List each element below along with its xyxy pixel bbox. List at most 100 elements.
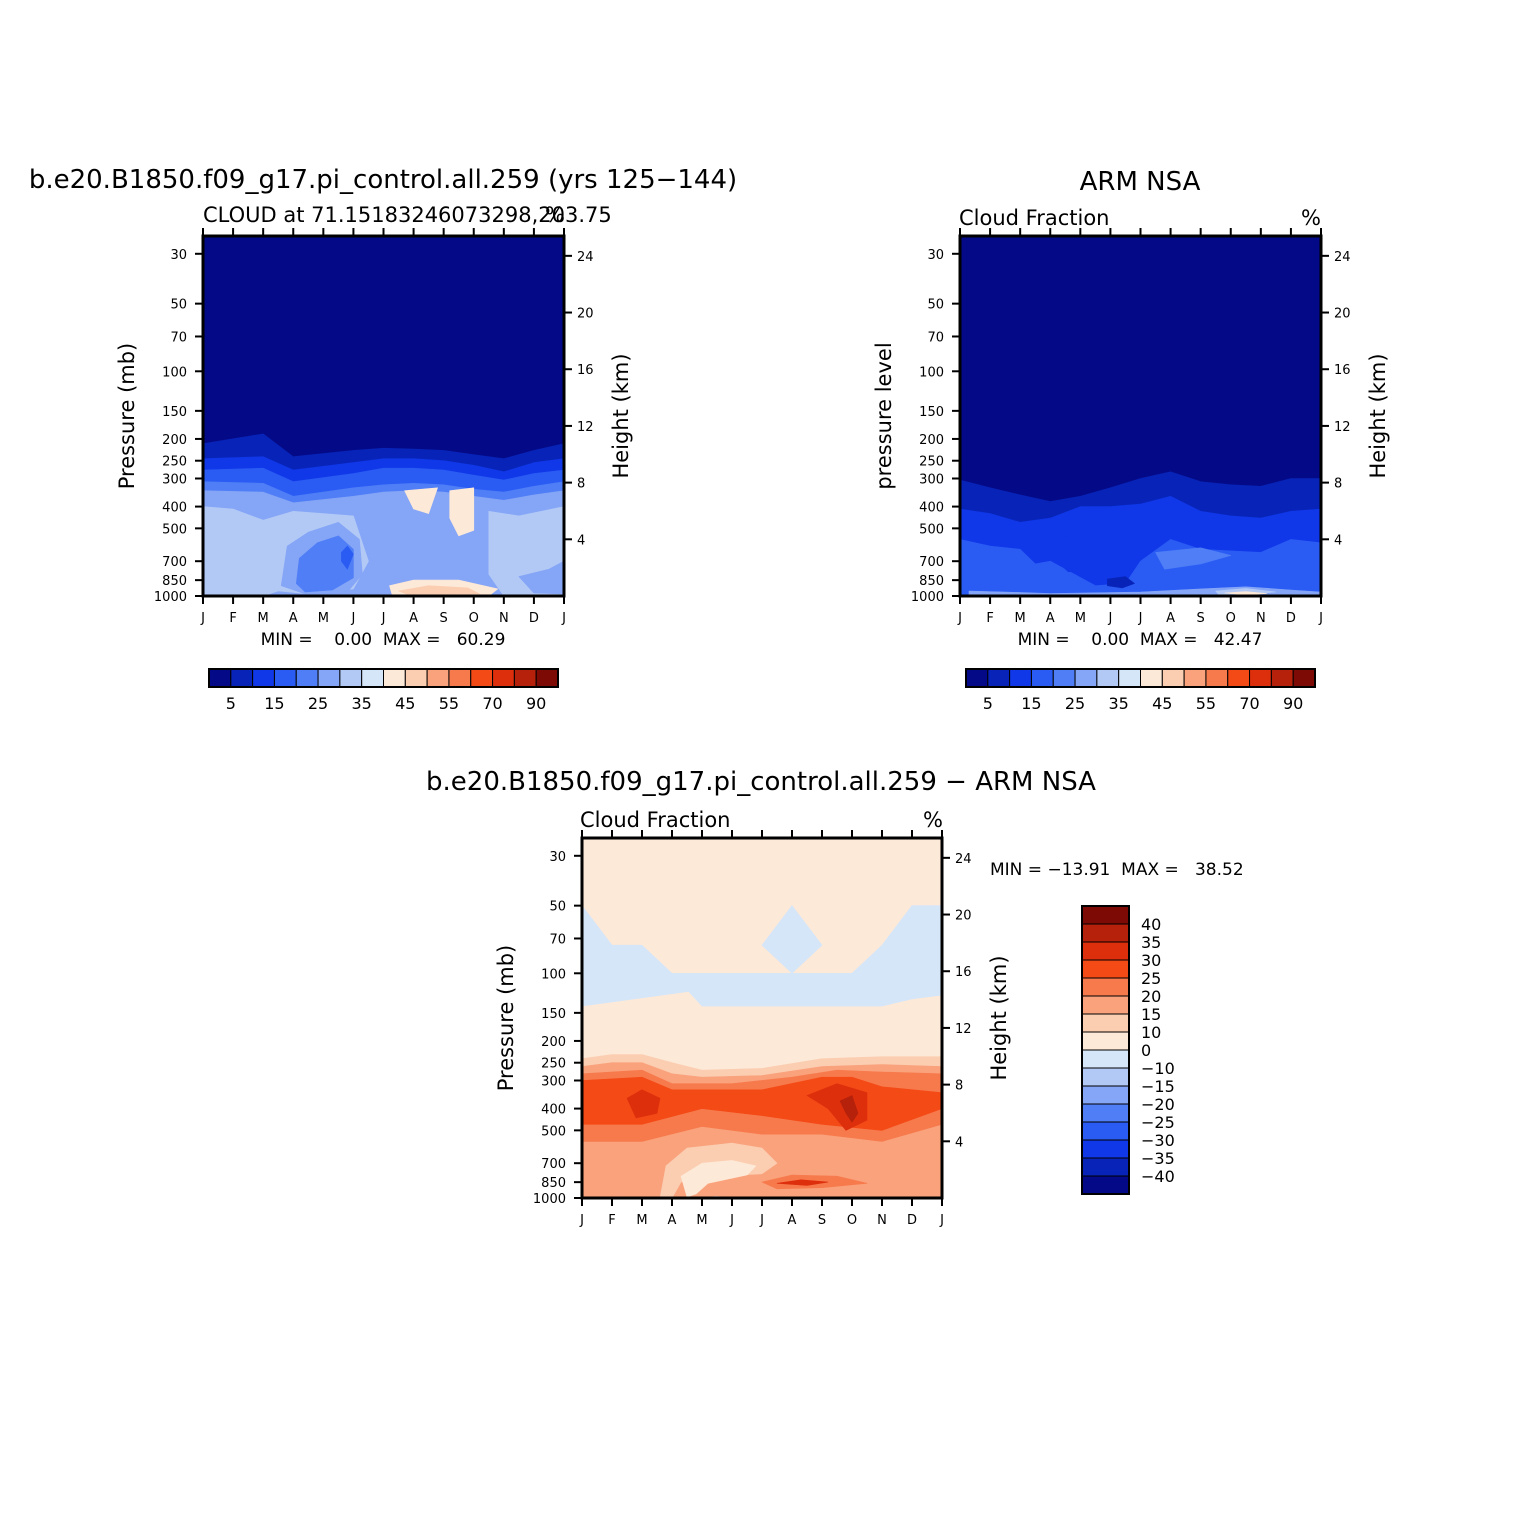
- y-right-tick-label: 20: [955, 909, 972, 924]
- colorbar-swatch: [1081, 1157, 1130, 1177]
- colorbar-label: −10: [1141, 1059, 1175, 1078]
- colorbar-label: 25: [1141, 969, 1161, 988]
- colorbar-swatch: [1081, 959, 1130, 979]
- colorbar-swatch: [252, 668, 275, 688]
- colorbar-swatch: [383, 668, 406, 688]
- panel-diff-stats: MIN = −13.91 MAX = 38.52: [990, 860, 1244, 880]
- panel-diff-ylabel: Pressure (mb): [494, 945, 518, 1092]
- x-tick-label: A: [1046, 611, 1055, 626]
- contour-region: [1053, 531, 1099, 573]
- y-tick-label: 1000: [911, 590, 944, 605]
- panel-model-plot: J F M A M J J A S O N D J 30 50 70 100 150 200 250 300 400 500…: [154, 228, 594, 626]
- y-right-tick-label: 8: [577, 477, 585, 492]
- panel-model-ylabel-right: Height (km): [609, 353, 633, 478]
- colorbar-label: 70: [482, 694, 502, 713]
- colorbar-swatch: [470, 668, 494, 688]
- x-tick-label: J: [561, 611, 566, 626]
- y-right-tick-label: 12: [955, 1022, 972, 1037]
- y-right-tick-label: 16: [577, 363, 594, 378]
- y-tick-label: 100: [919, 365, 944, 380]
- colorbar-swatch: [1249, 668, 1272, 688]
- x-tick-label: A: [1166, 611, 1175, 626]
- contour-region: [295, 535, 354, 593]
- x-tick-label: D: [1286, 611, 1296, 626]
- colorbar-swatch: [492, 668, 515, 688]
- x-tick-label: N: [877, 1213, 887, 1228]
- colorbar-swatch: [1081, 1013, 1130, 1033]
- colorbar-swatch: [361, 668, 384, 688]
- colorbar-label: 15: [1141, 1005, 1161, 1024]
- x-tick-label: J: [759, 1213, 764, 1228]
- colorbar-swatch: [1081, 995, 1130, 1015]
- y-tick-label: 50: [170, 298, 187, 313]
- colorbar-label: 30: [1141, 951, 1161, 970]
- colorbar-label: 20: [1141, 987, 1161, 1006]
- y-tick-label: 30: [170, 248, 187, 263]
- x-tick-label: A: [668, 1213, 677, 1228]
- colorbar-swatch: [1081, 923, 1130, 943]
- colorbar-swatch: [1081, 1139, 1130, 1159]
- y-right-tick-label: 12: [1334, 420, 1351, 435]
- y-tick-label: 200: [162, 433, 187, 448]
- contour-region: [398, 585, 481, 595]
- panel-diff-subtitle: Cloud Fraction: [580, 808, 731, 832]
- colorbar-label: 70: [1239, 694, 1259, 713]
- colorbar-label: 90: [1283, 694, 1303, 713]
- colorbar-swatch: [1161, 668, 1185, 688]
- colorbar-label: 5: [983, 694, 993, 713]
- y-right-tick-label: 24: [955, 852, 972, 867]
- contour-region: [1155, 547, 1232, 570]
- x-tick-label: J: [957, 611, 962, 626]
- x-tick-label: O: [469, 611, 479, 626]
- colorbar-frame: [208, 668, 559, 688]
- y-tick-label: 700: [919, 555, 944, 570]
- colorbar-label: −25: [1141, 1113, 1175, 1132]
- colorbar-label: 90: [526, 694, 546, 713]
- colorbar-swatch: [1081, 977, 1130, 997]
- contour-region: [1224, 591, 1268, 596]
- colorbar-swatch: [1081, 1049, 1130, 1069]
- x-tick-label: F: [608, 1213, 615, 1228]
- x-tick-label: J: [1318, 611, 1323, 626]
- colorbar-swatch: [230, 668, 254, 688]
- y-tick-label: 150: [919, 405, 944, 420]
- contour-region: [341, 545, 354, 570]
- y-tick-label: 150: [541, 1007, 566, 1022]
- x-tick-label: M: [1075, 611, 1086, 626]
- y-tick-label: 200: [919, 433, 944, 448]
- colorbar-swatch: [1081, 1067, 1130, 1087]
- y-tick-label: 850: [541, 1176, 566, 1191]
- y-tick-label: 100: [162, 365, 187, 380]
- x-tick-label: J: [729, 1213, 734, 1228]
- y-tick-label: 300: [162, 473, 187, 488]
- x-tick-label: J: [939, 1213, 944, 1228]
- colorbar-label: −35: [1141, 1149, 1175, 1168]
- y-tick-label: 300: [541, 1075, 566, 1090]
- colorbar-swatch: [1183, 668, 1207, 688]
- colorbar-label: 25: [308, 694, 328, 713]
- colorbar-label: 40: [1141, 915, 1161, 934]
- colorbar-swatch: [426, 668, 450, 688]
- panel-model-ylabel: Pressure (mb): [115, 343, 139, 490]
- contour-region: [518, 560, 564, 595]
- y-tick-label: 70: [927, 330, 944, 345]
- colorbar-label: −30: [1141, 1131, 1175, 1150]
- x-tick-label: J: [1107, 611, 1112, 626]
- y-tick-label: 50: [549, 900, 566, 915]
- colorbar-swatch: [1081, 1031, 1130, 1051]
- y-tick-label: 50: [927, 298, 944, 313]
- colorbar-label: −20: [1141, 1095, 1175, 1114]
- x-tick-label: J: [200, 611, 205, 626]
- panel-obs-ylabel-right: Height (km): [1366, 353, 1390, 478]
- contour-region: [626, 1089, 661, 1119]
- contour-region: [404, 487, 438, 514]
- y-tick-label: 250: [919, 455, 944, 470]
- panel-obs-subtitle: Cloud Fraction: [959, 206, 1110, 230]
- y-right-tick-label: 20: [1334, 307, 1351, 322]
- colorbar-label: 35: [352, 694, 372, 713]
- y-tick-label: 400: [919, 501, 944, 516]
- colorbar-label: 35: [1141, 933, 1161, 952]
- y-tick-label: 70: [549, 932, 566, 947]
